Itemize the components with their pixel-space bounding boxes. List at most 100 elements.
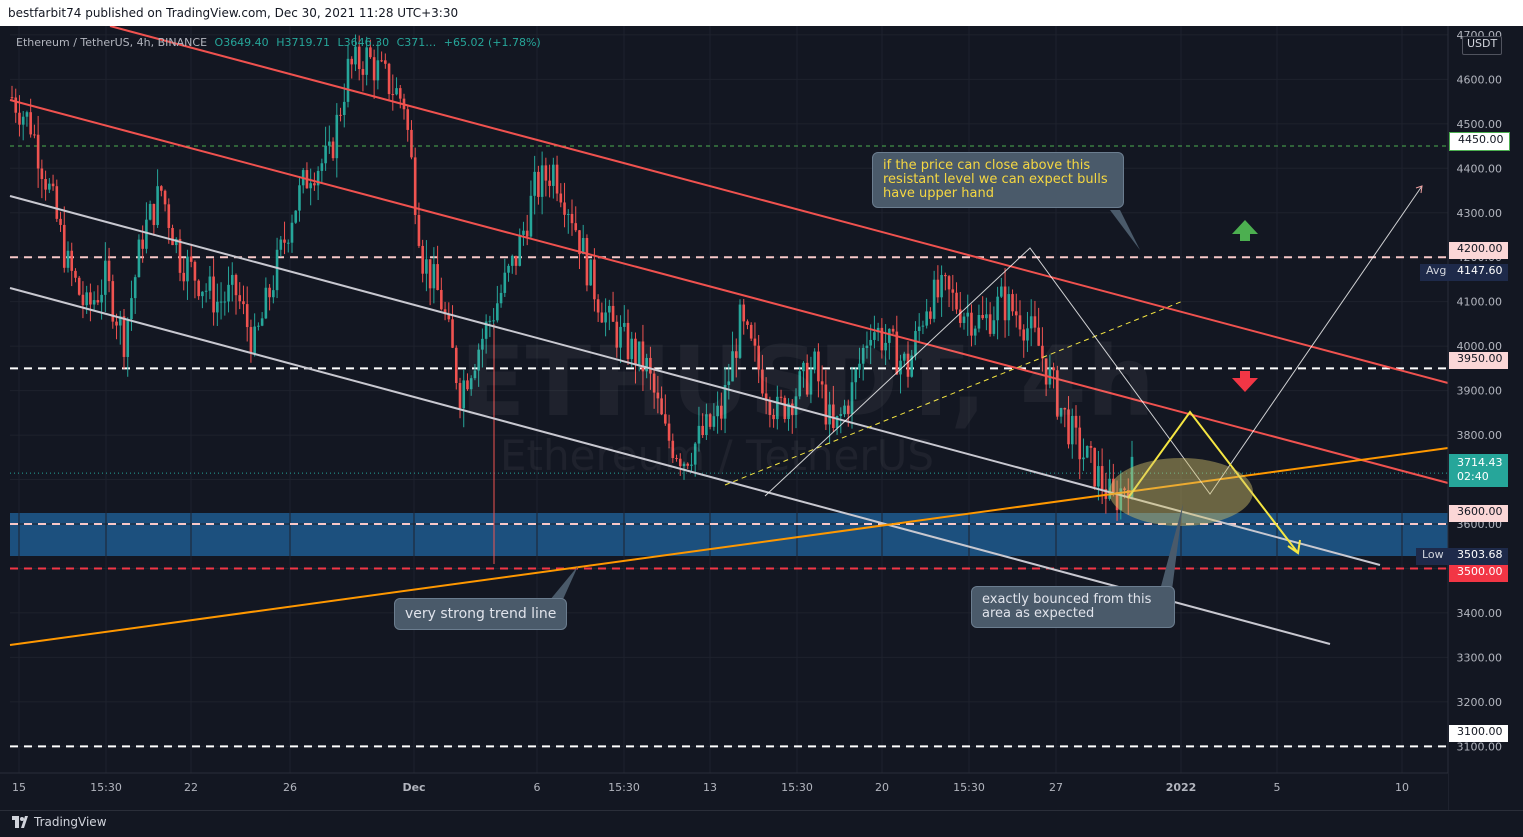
candle-body — [1123, 488, 1126, 491]
candle-body — [40, 168, 44, 180]
candle-body — [1089, 445, 1093, 448]
candle-body — [1063, 407, 1067, 410]
candle-body — [376, 60, 380, 81]
candle-body — [1100, 466, 1104, 490]
tradingview-logo-icon — [12, 816, 28, 828]
candle-body — [850, 382, 854, 414]
candle-body — [820, 381, 824, 385]
candle-body — [1115, 492, 1119, 511]
candle-body — [1044, 358, 1048, 385]
candle-body — [107, 260, 111, 282]
candle-body — [783, 397, 787, 420]
candle-body — [544, 165, 548, 181]
candle-body — [77, 277, 81, 295]
candle-body — [96, 300, 100, 303]
candle-body — [51, 183, 55, 187]
brand-label: TradingView — [34, 815, 107, 829]
candle-body — [895, 331, 899, 375]
candle-body — [645, 357, 648, 372]
candle-body — [148, 203, 152, 220]
bounce-note-callout[interactable]: exactly bounced from this area as expect… — [971, 586, 1175, 628]
candle-body — [708, 414, 712, 427]
candle-body — [253, 326, 256, 354]
candle-body — [447, 314, 451, 320]
candle-body — [212, 276, 215, 313]
candle-body — [186, 256, 189, 282]
chart-canvas[interactable]: 4700.004600.004500.004400.004300.004200.… — [0, 26, 1523, 810]
candle-body — [499, 292, 503, 304]
candle-body — [832, 404, 835, 428]
currency-selector[interactable]: USDT — [1462, 36, 1503, 55]
resistance-note-callout[interactable]: if the price can close above this resist… — [872, 152, 1124, 208]
symbol-legend: Ethereum / TetherUS, 4h, BINANCE O3649.4… — [16, 36, 545, 49]
candle-body — [675, 458, 678, 460]
candle-body — [906, 353, 910, 377]
candle-body — [372, 57, 376, 81]
candle-body — [697, 425, 701, 444]
candle-body — [764, 393, 768, 401]
candle-body — [884, 342, 887, 351]
candle-body — [589, 259, 592, 286]
candle-body — [342, 101, 346, 115]
candle-body — [14, 97, 18, 113]
candle-body — [316, 170, 320, 186]
candle-body — [660, 398, 663, 415]
candle-body — [1033, 316, 1037, 328]
candle-body — [626, 322, 630, 360]
candle-body — [910, 355, 914, 377]
low-value: 3503.68 — [1449, 548, 1508, 565]
candle-body — [899, 360, 902, 375]
candle-body — [671, 440, 675, 459]
candle-body — [398, 88, 402, 99]
candle-body — [1112, 478, 1115, 493]
candle-body — [473, 370, 477, 379]
candle-body — [182, 272, 186, 282]
candle-body — [346, 58, 350, 102]
current-price: 3714.43 — [1457, 456, 1503, 469]
candle-body — [451, 319, 454, 348]
candle-body — [604, 312, 607, 323]
time-tick-label: 22 — [184, 781, 198, 794]
candle-body — [768, 400, 772, 415]
candle-body — [1074, 415, 1078, 428]
projection-path-yellow — [1127, 410, 1299, 554]
candle-body — [272, 290, 275, 298]
candle-body — [996, 296, 999, 321]
candle-body — [723, 384, 727, 419]
candle-body — [481, 338, 484, 350]
candle-body — [440, 289, 443, 310]
candle-body — [242, 301, 245, 305]
bounce-callout-pointer — [1160, 504, 1183, 590]
candle-body — [137, 239, 141, 278]
channel-white-lower — [9, 287, 1331, 645]
candle-body — [223, 301, 227, 303]
candle-body — [249, 327, 253, 354]
candle-body — [74, 270, 77, 278]
ohlc-open: O3649.40 — [214, 36, 269, 49]
candle-body — [548, 180, 551, 186]
trend-line-orange — [9, 447, 1449, 646]
candle-body — [25, 112, 29, 117]
candle-body — [21, 116, 25, 125]
candle-body — [817, 351, 820, 382]
level-tag-4200: 4200.00 — [1449, 242, 1508, 259]
trend-note-callout[interactable]: very strong trend line — [394, 598, 568, 630]
candle-body — [615, 321, 619, 348]
chart-area[interactable]: 4700.004600.004500.004400.004300.004200.… — [0, 26, 1523, 810]
candle-body — [320, 163, 324, 171]
candle-body — [118, 316, 122, 326]
candle-body — [510, 255, 514, 266]
tradingview-brand[interactable]: TradingView — [12, 815, 107, 829]
candle-body — [357, 46, 361, 70]
candle-body — [413, 157, 417, 215]
drawings — [9, 26, 1449, 646]
candle-body — [350, 58, 354, 65]
candle-body — [193, 261, 197, 281]
candle-body — [380, 60, 383, 62]
candle-body — [682, 463, 686, 467]
candle-body — [720, 405, 723, 419]
candle-body — [122, 316, 126, 357]
time-tick-label: 15:30 — [608, 781, 640, 794]
candle-body — [227, 284, 230, 302]
candle-body — [518, 234, 522, 266]
